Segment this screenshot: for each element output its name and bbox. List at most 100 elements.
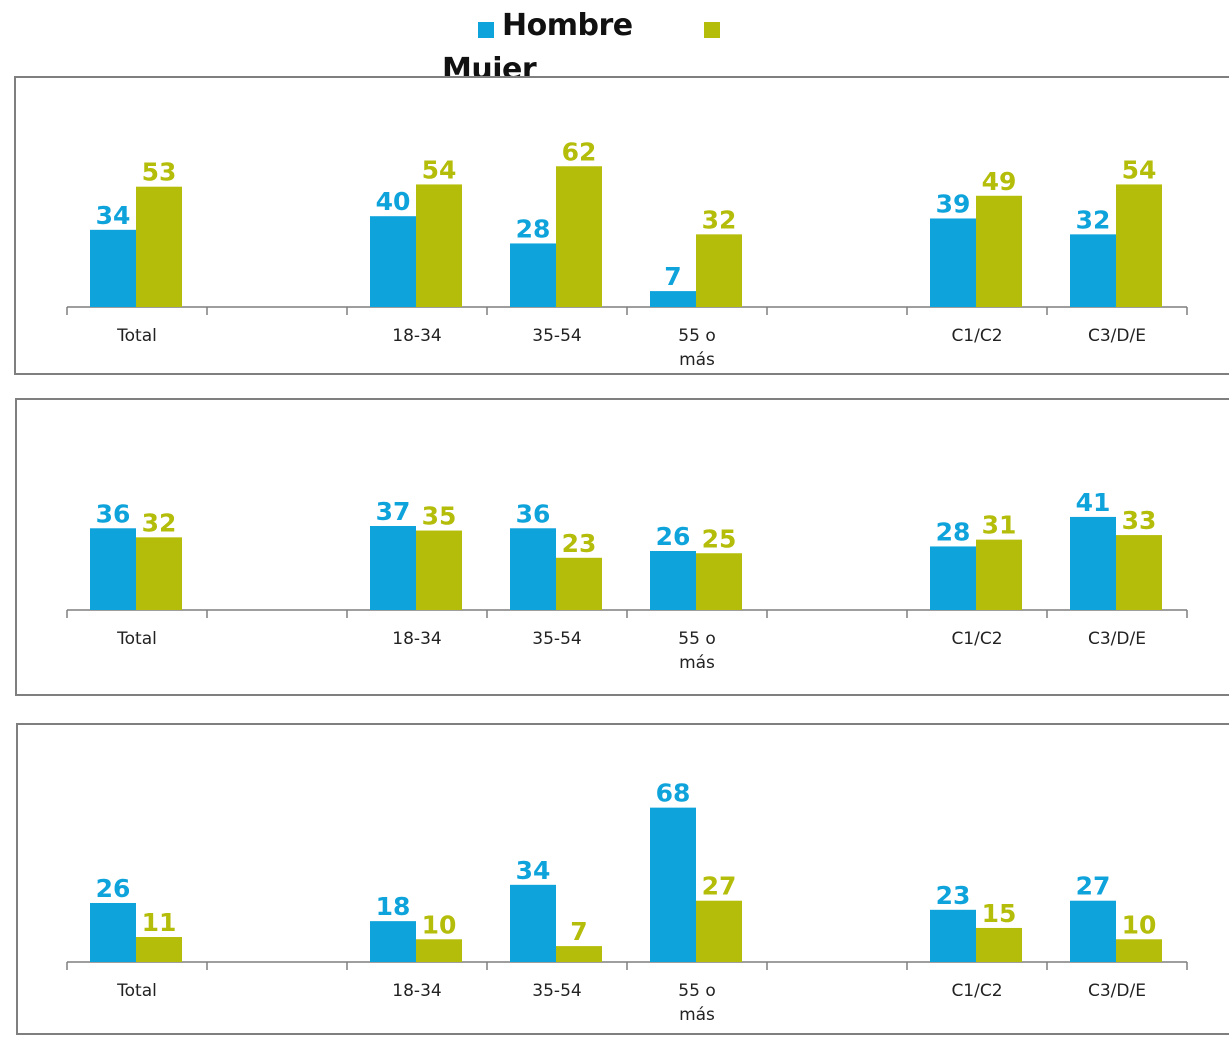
- category-label: 35-54: [532, 326, 581, 346]
- chart-panel-2: 36 37 36 26 28 41 32 35 23 25 31 33 Total 18-34 35-54 5…: [15, 398, 1229, 696]
- data-label-hombre-4: 26: [656, 522, 691, 551]
- bar-hombre-6: [930, 218, 976, 307]
- category-label: C3/D/E: [1088, 629, 1146, 649]
- bar-hombre-0: [90, 528, 136, 610]
- legend: Hombre Mujer: [442, 8, 738, 88]
- data-label-mujer-4: 25: [702, 524, 737, 553]
- data-label-mujer-6: 31: [982, 511, 1017, 540]
- data-label-hombre-0: 34: [96, 201, 131, 230]
- bar-mujer-3: [556, 946, 602, 962]
- data-label-mujer-7: 54: [1122, 155, 1157, 184]
- data-label-mujer-3: 62: [562, 137, 597, 166]
- data-label-hombre-0: 36: [96, 499, 131, 528]
- bar-mujer-4: [696, 234, 742, 307]
- bar-hombre-2: [370, 526, 416, 610]
- chart-2: 36 37 36 26 28 41 32 35 23 25 31 33 Total 18-34 35-54 5…: [66, 488, 1188, 673]
- category-label: C1/C2: [951, 326, 1002, 346]
- bar-hombre-0: [90, 229, 136, 307]
- data-label-mujer-0: 53: [142, 158, 177, 187]
- category-label: Total: [116, 326, 157, 346]
- bar-mujer-3: [556, 557, 602, 610]
- bar-hombre-6: [930, 909, 976, 962]
- category-label: 35-54: [532, 629, 581, 649]
- category-label: 35-54: [532, 981, 581, 1001]
- category-label: 18-34: [392, 326, 441, 346]
- data-label-mujer-3: 7: [570, 917, 587, 946]
- category-label: 55 o más: [678, 326, 715, 370]
- chart-1: 34 40 28 7 39 32 53 54 62 32 49 54 Total 18-34 35-54 55…: [66, 137, 1188, 370]
- bar-hombre-3: [510, 884, 556, 962]
- data-label-hombre-2: 37: [376, 497, 411, 526]
- data-label-mujer-4: 27: [702, 872, 737, 901]
- chart-panel-1: 34 40 28 7 39 32 53 54 62 32 49 54 Total 18-34 35-54 55…: [14, 76, 1229, 375]
- bar-mujer-6: [976, 539, 1022, 610]
- bar-mujer-4: [696, 553, 742, 610]
- category-label: Total: [116, 981, 157, 1001]
- bar-mujer-3: [556, 166, 602, 307]
- bar-mujer-7: [1116, 939, 1162, 962]
- data-label-hombre-7: 27: [1076, 872, 1111, 901]
- data-label-mujer-2: 35: [422, 502, 457, 531]
- data-label-hombre-3: 28: [516, 214, 551, 243]
- bar-hombre-4: [650, 807, 696, 962]
- legend-swatch-hombre: [478, 22, 494, 38]
- data-label-mujer-6: 49: [982, 167, 1017, 196]
- bar-hombre-2: [370, 921, 416, 962]
- category-label: 18-34: [392, 981, 441, 1001]
- data-label-mujer-6: 15: [982, 899, 1017, 928]
- data-label-hombre-0: 26: [96, 874, 131, 903]
- bar-mujer-2: [416, 184, 462, 307]
- category-label: 18-34: [392, 629, 441, 649]
- bar-mujer-7: [1116, 184, 1162, 307]
- data-label-hombre-4: 68: [656, 779, 691, 808]
- bar-hombre-3: [510, 243, 556, 307]
- bar-mujer-0: [136, 186, 182, 307]
- data-label-hombre-2: 40: [376, 187, 411, 216]
- category-label: Total: [116, 629, 157, 649]
- bar-mujer-0: [136, 537, 182, 610]
- bar-hombre-4: [650, 291, 696, 307]
- data-label-mujer-3: 23: [562, 529, 597, 558]
- bar-mujer-0: [136, 937, 182, 962]
- category-label: C1/C2: [951, 981, 1002, 1001]
- data-label-mujer-0: 32: [142, 508, 177, 537]
- chart-3: 26 18 34 68 23 27 11 10 7 27 15 10 Total 18-34 35-54 55…: [66, 779, 1188, 1025]
- bar-mujer-2: [416, 939, 462, 962]
- data-label-hombre-2: 18: [376, 892, 411, 921]
- data-label-hombre-6: 28: [936, 517, 971, 546]
- data-label-hombre-6: 23: [936, 881, 971, 910]
- category-label: C1/C2: [951, 629, 1002, 649]
- legend-swatch-mujer: [704, 22, 720, 38]
- bar-hombre-2: [370, 216, 416, 307]
- category-label: C3/D/E: [1088, 981, 1146, 1001]
- bar-mujer-4: [696, 900, 742, 962]
- data-label-mujer-7: 10: [1122, 910, 1157, 939]
- data-label-hombre-3: 34: [516, 856, 551, 885]
- bar-mujer-7: [1116, 535, 1162, 610]
- bar-hombre-6: [930, 546, 976, 610]
- data-label-hombre-6: 39: [936, 189, 971, 218]
- bar-hombre-7: [1070, 900, 1116, 962]
- data-label-mujer-0: 11: [142, 908, 177, 937]
- data-label-hombre-3: 36: [516, 499, 551, 528]
- category-label: 55 o más: [678, 629, 715, 673]
- bar-hombre-3: [510, 528, 556, 610]
- bar-hombre-0: [90, 902, 136, 962]
- bar-hombre-7: [1070, 516, 1116, 610]
- category-label: C3/D/E: [1088, 326, 1146, 346]
- data-label-mujer-4: 32: [702, 205, 737, 234]
- bar-hombre-4: [650, 550, 696, 610]
- data-label-hombre-7: 41: [1076, 488, 1111, 517]
- data-label-mujer-2: 54: [422, 155, 457, 184]
- legend-label-hombre: Hombre: [502, 8, 633, 43]
- bar-mujer-6: [976, 927, 1022, 962]
- data-label-mujer-2: 10: [422, 910, 457, 939]
- chart-panel-3: 26 18 34 68 23 27 11 10 7 27 15 10 Total 18-34 35-54 55…: [16, 723, 1229, 1035]
- data-label-hombre-7: 32: [1076, 205, 1111, 234]
- data-label-hombre-4: 7: [664, 262, 681, 291]
- bar-mujer-6: [976, 195, 1022, 307]
- data-label-mujer-7: 33: [1122, 506, 1157, 535]
- bar-hombre-7: [1070, 234, 1116, 307]
- bar-mujer-2: [416, 530, 462, 610]
- category-label: 55 o más: [678, 981, 715, 1025]
